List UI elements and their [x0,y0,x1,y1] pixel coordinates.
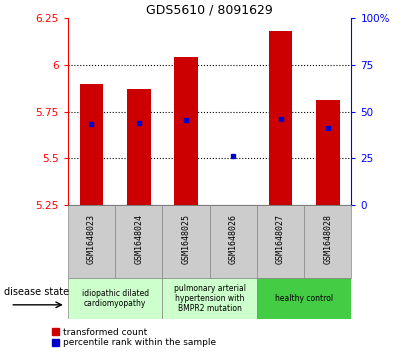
Text: GSM1648025: GSM1648025 [182,214,190,264]
Text: idiopathic dilated
cardiomyopathy: idiopathic dilated cardiomyopathy [81,289,149,308]
Legend: transformed count, percentile rank within the sample: transformed count, percentile rank withi… [52,327,216,347]
Text: GSM1648024: GSM1648024 [134,214,143,264]
Text: pulmonary arterial
hypertension with
BMPR2 mutation: pulmonary arterial hypertension with BMP… [173,284,246,314]
Text: GSM1648023: GSM1648023 [87,214,96,264]
Bar [162,205,210,278]
Bar [68,278,162,319]
Bar [68,205,115,278]
Bar [174,57,198,205]
Text: disease state: disease state [4,287,69,297]
Text: GSM1648027: GSM1648027 [276,214,285,264]
Bar [80,83,103,205]
Text: GSM1648028: GSM1648028 [323,214,332,264]
Bar [222,205,245,206]
Bar [257,278,351,319]
Bar [304,205,351,278]
Bar [257,205,304,278]
Bar [115,205,162,278]
Text: GSM1648026: GSM1648026 [229,214,238,264]
Bar [210,205,257,278]
Title: GDS5610 / 8091629: GDS5610 / 8091629 [146,4,273,17]
Text: healthy control: healthy control [275,294,333,303]
Bar [162,278,257,319]
Bar [127,89,150,205]
Bar [316,101,339,205]
Bar [269,31,292,205]
